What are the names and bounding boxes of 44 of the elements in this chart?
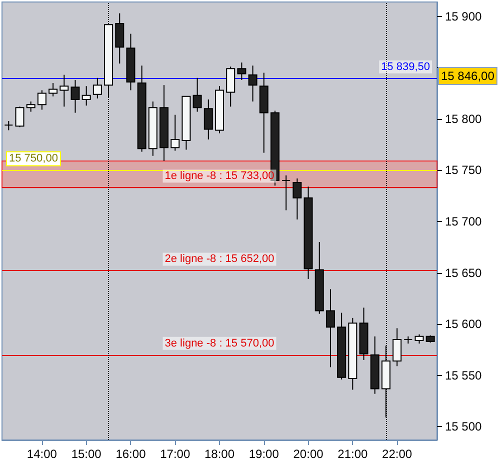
candlestick bbox=[204, 98, 213, 140]
y-tick-label: 15 650 bbox=[445, 266, 482, 280]
candlestick bbox=[115, 12, 124, 64]
candlestick bbox=[60, 74, 69, 108]
candlestick bbox=[326, 288, 335, 368]
candlestick bbox=[48, 82, 58, 97]
x-tick-label: 15:00 bbox=[71, 447, 102, 460]
x-tick-label: 22:00 bbox=[382, 447, 412, 460]
candlestick bbox=[4, 120, 14, 131]
text: 15 846,00 bbox=[441, 69, 495, 83]
y-tick-label: 15 750 bbox=[445, 163, 482, 178]
y-tick-label: 15 800 bbox=[445, 112, 482, 126]
candlestick bbox=[70, 79, 80, 114]
candlestick bbox=[26, 101, 36, 112]
candlestick bbox=[82, 86, 91, 106]
x-tick-label: 21:00 bbox=[338, 447, 368, 460]
y-tick-label: 15 500 bbox=[445, 420, 482, 434]
x-tick-label: 16:00 bbox=[116, 447, 146, 460]
ref-line-label: 2e ligne -8 : 15 652,00 bbox=[164, 253, 274, 266]
ref-line-label: 15 839,50 bbox=[381, 60, 430, 73]
x-tick-label: 19:00 bbox=[248, 447, 280, 460]
candlestick bbox=[282, 174, 291, 211]
candlestick bbox=[170, 114, 180, 152]
ref-line-label: 3e ligne -8 : 15 570,00 bbox=[164, 337, 274, 350]
x-tick-label: 17:00 bbox=[160, 447, 190, 460]
candlestick bbox=[237, 62, 246, 80]
x-tick-label: 20:00 bbox=[293, 447, 324, 460]
candlestick bbox=[392, 328, 402, 367]
candlestick bbox=[226, 66, 236, 108]
candlestick bbox=[37, 90, 46, 110]
y-tick-label: 15 550 bbox=[445, 368, 482, 382]
candlestick bbox=[292, 178, 302, 220]
x-tick-label: 14:00 bbox=[26, 447, 58, 460]
candlestick bbox=[15, 106, 24, 128]
ref-line-label: 1e ligne -8 : 15 733,00 bbox=[164, 170, 274, 182]
y-tick-label: 15 600 bbox=[445, 317, 482, 332]
x-tick-label: 18:00 bbox=[204, 447, 235, 460]
candlestick bbox=[248, 65, 258, 102]
y-tick-label: 15 900 bbox=[445, 9, 482, 24]
candlestick bbox=[92, 77, 102, 99]
candlestick bbox=[192, 77, 202, 112]
y-tick-label: 15 700 bbox=[445, 214, 482, 229]
candlestick bbox=[414, 334, 424, 344]
ref-line-label: 15 750,00 bbox=[9, 152, 58, 165]
